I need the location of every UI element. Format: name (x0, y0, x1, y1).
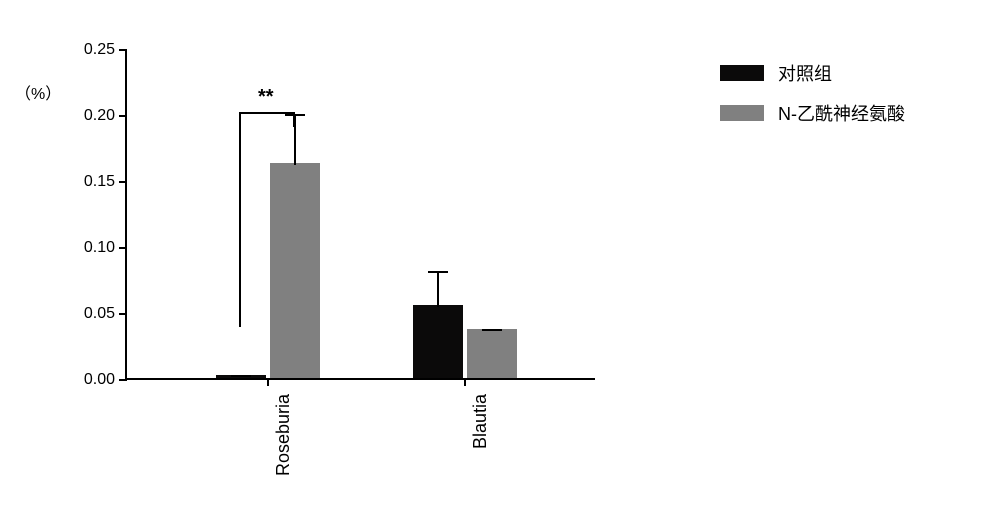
y-tick-label: 0.10 (84, 239, 115, 257)
y-tick-label: 0.20 (84, 107, 115, 125)
x-tick (464, 378, 466, 386)
x-tick (267, 378, 269, 386)
legend: 对照组 N-乙酰神经氨酸 (720, 60, 905, 140)
bar-control-blautia (413, 305, 463, 378)
y-tick-label: 0.15 (84, 173, 115, 191)
x-axis-label: Blautia (470, 394, 491, 449)
x-axis-label: Roseburia (273, 394, 294, 476)
significance-stars: ** (258, 86, 274, 109)
significance-bracket-right (293, 112, 295, 127)
legend-label-nana: N-乙酰神经氨酸 (778, 100, 905, 126)
chart-container: （%） 0.000.050.100.150.200.25 对照组N-乙酰神经氨酸… (0, 0, 1000, 524)
legend-item-control: 对照组 (720, 60, 905, 86)
y-tick (119, 247, 127, 249)
plot-area: 0.000.050.100.150.200.25 (125, 50, 595, 380)
error-whisker (437, 272, 439, 308)
y-axis-unit-label: （%） (15, 80, 61, 104)
y-tick (119, 181, 127, 183)
legend-swatch-control (720, 65, 764, 81)
y-tick-label: 0.00 (84, 371, 115, 389)
bar-nana-blautia (467, 329, 517, 378)
error-cap (231, 375, 251, 377)
legend-swatch-nana (720, 105, 764, 121)
y-tick (119, 379, 127, 381)
y-tick (119, 115, 127, 117)
significance-bracket-left (239, 112, 241, 327)
bar-nana-roseburia (270, 163, 320, 378)
legend-label-control: 对照组 (778, 60, 832, 86)
legend-item-nana: N-乙酰神经氨酸 (720, 100, 905, 126)
significance-bracket-top (239, 112, 293, 114)
error-cap (482, 329, 502, 331)
y-tick-label: 0.05 (84, 305, 115, 323)
y-tick (119, 313, 127, 315)
error-cap (428, 271, 448, 273)
y-tick (119, 49, 127, 51)
y-tick-label: 0.25 (84, 41, 115, 59)
